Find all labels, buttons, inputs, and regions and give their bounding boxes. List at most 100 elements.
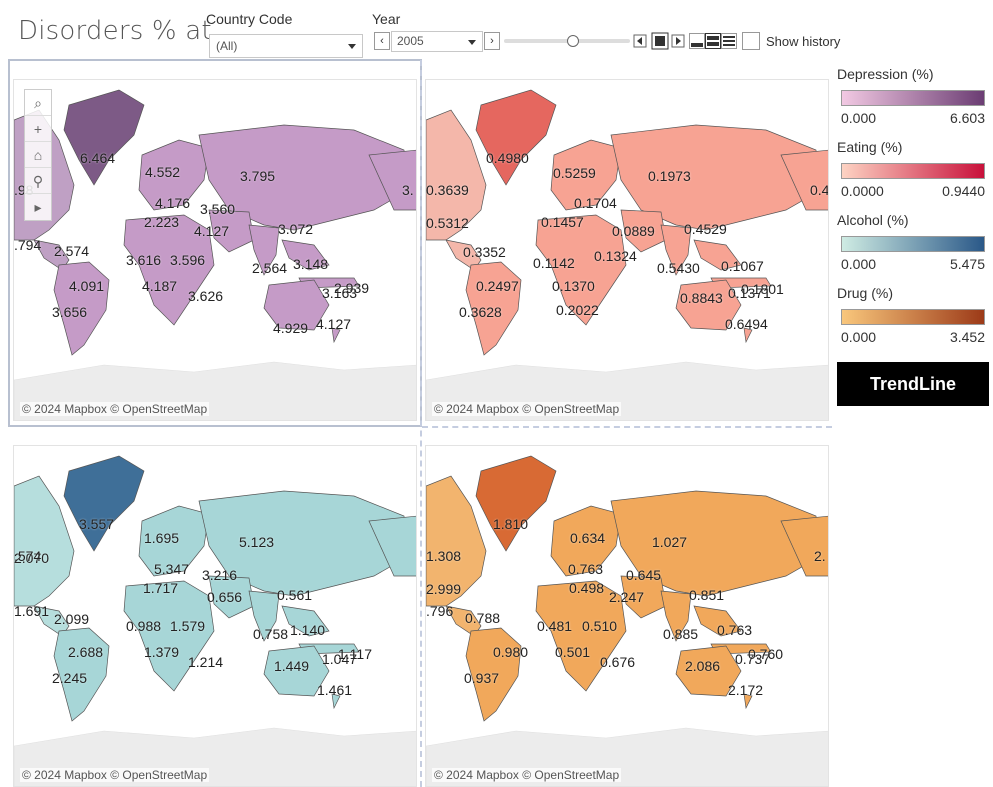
map-value-label: 4.929 — [273, 320, 309, 336]
map-attribution[interactable]: © 2024 Mapbox © OpenStreetMap — [20, 402, 210, 416]
region-far-east[interactable] — [368, 515, 417, 577]
region-nz[interactable] — [743, 693, 753, 710]
region-s-america[interactable] — [465, 261, 522, 356]
region-india[interactable] — [248, 590, 280, 642]
map-value-label: 0.676 — [600, 654, 636, 670]
region-africa[interactable] — [123, 580, 215, 692]
region-africa[interactable] — [123, 214, 215, 326]
region-greenland[interactable] — [63, 455, 145, 552]
region-s-america[interactable] — [53, 261, 110, 356]
region-se-asia[interactable] — [693, 605, 742, 637]
country-code-dropdown[interactable]: (All) — [209, 34, 363, 58]
region-nz[interactable] — [331, 693, 341, 710]
region-australia[interactable] — [675, 645, 742, 697]
play-icon[interactable] — [671, 34, 685, 48]
world-map-eating[interactable] — [426, 80, 829, 421]
map-value-label: 0.3639 — [426, 182, 469, 198]
search-icon[interactable]: ⌕ — [25, 90, 51, 116]
region-mideast[interactable] — [208, 575, 255, 619]
trendline-button[interactable]: TrendLine — [837, 362, 989, 406]
region-africa[interactable] — [535, 214, 627, 326]
region-india[interactable] — [660, 590, 692, 642]
map-value-label: 0.737 — [735, 651, 771, 667]
region-greenland[interactable] — [475, 89, 557, 186]
map-value-label: 0.1371 — [728, 285, 771, 301]
region-se-asia[interactable] — [281, 605, 330, 637]
region-europe[interactable] — [138, 139, 210, 211]
map-value-label: 0.1457 — [541, 214, 584, 230]
region-russia-asia[interactable] — [198, 490, 410, 597]
region-india[interactable] — [660, 224, 692, 276]
map-value-label: 3.616 — [126, 252, 162, 268]
legend-eating-min: 0.0000 — [841, 183, 884, 199]
region-europe[interactable] — [550, 505, 622, 577]
region-mideast[interactable] — [620, 575, 667, 619]
region-australia[interactable] — [263, 279, 330, 331]
region-far-east[interactable] — [780, 149, 829, 211]
map-attribution[interactable]: © 2024 Mapbox © OpenStreetMap — [432, 402, 622, 416]
region-se-asia[interactable] — [693, 239, 742, 271]
region-s-america[interactable] — [53, 627, 110, 722]
world-map-drug[interactable] — [426, 446, 829, 787]
region-greenland[interactable] — [63, 89, 145, 186]
region-africa[interactable] — [535, 580, 627, 692]
map-panel-alcohol[interactable]: 3.557 1.695 5.123 5.347 3.216 1.717 0.656 0.561… — [13, 445, 417, 787]
step-back-icon[interactable] — [633, 34, 647, 48]
legend-depression-max: 6.603 — [949, 110, 985, 126]
year-prev-button[interactable]: ‹ — [374, 32, 390, 50]
region-far-east[interactable] — [780, 515, 829, 577]
speed-medium-icon[interactable] — [705, 33, 721, 49]
map-value-label: 0.3352 — [463, 244, 506, 260]
speed-fast-icon[interactable] — [721, 33, 737, 49]
legend-drug-title: Drug (%) — [837, 285, 894, 301]
year-label: Year — [372, 11, 401, 27]
year-slider-handle[interactable] — [567, 35, 579, 47]
zoom-home-icon[interactable]: ⌂ — [25, 142, 51, 168]
region-nz[interactable] — [743, 327, 753, 344]
region-s-america[interactable] — [465, 627, 522, 722]
map-value-label: 0.758 — [253, 626, 289, 642]
year-dropdown[interactable]: 2005 — [391, 31, 483, 52]
map-attribution[interactable]: © 2024 Mapbox © OpenStreetMap — [20, 768, 210, 782]
pin-icon[interactable]: ⚲ — [25, 168, 51, 194]
map-value-label: 2.086 — [685, 658, 721, 674]
region-mideast[interactable] — [208, 209, 255, 253]
speed-slow-icon[interactable] — [689, 33, 705, 49]
map-value-label: 3.163 — [322, 285, 358, 301]
map-panel-eating[interactable]: 0.4980 0.5259 0.1973 0.1704 0.1457 0.0889 0.45… — [425, 79, 829, 421]
region-russia-asia[interactable] — [198, 124, 410, 231]
region-russia-asia[interactable] — [610, 124, 822, 231]
show-history-checkbox[interactable] — [742, 32, 760, 50]
region-n-america[interactable] — [426, 109, 487, 241]
map-value-label: 1.117 — [338, 646, 372, 662]
divider-horizontal — [422, 426, 832, 428]
region-india[interactable] — [248, 224, 280, 276]
map-value-label: 3.072 — [278, 221, 314, 237]
region-greenland[interactable] — [475, 455, 557, 552]
map-attribution[interactable]: © 2024 Mapbox © OpenStreetMap — [432, 768, 622, 782]
map-value-label: 1.047 — [322, 651, 358, 667]
zoom-in-icon[interactable]: + — [25, 116, 51, 142]
map-toolbar: ⌕ + ⌂ ⚲ ▸ — [24, 89, 52, 221]
legend-alcohol-gradient — [841, 236, 985, 252]
map-value-label: 1.379 — [144, 644, 180, 660]
map-value-label: 0.1801 — [741, 281, 784, 297]
region-australia[interactable] — [675, 279, 742, 331]
region-far-east[interactable] — [368, 149, 417, 211]
expand-arrow-icon[interactable]: ▸ — [34, 199, 42, 215]
map-value-label: 0.5312 — [426, 215, 469, 231]
region-n-america[interactable] — [14, 475, 75, 607]
map-value-label: 0.8843 — [680, 290, 723, 306]
region-mideast[interactable] — [620, 209, 667, 253]
map-value-label: 0.481 — [537, 618, 573, 634]
year-next-button[interactable]: › — [484, 32, 500, 50]
region-australia[interactable] — [263, 645, 330, 697]
region-nz[interactable] — [331, 327, 341, 344]
region-europe[interactable] — [138, 505, 210, 577]
map-panel-drug[interactable]: 1.810 0.634 1.027 0.763 0.645 0.498 2.247 0.851… — [425, 445, 829, 787]
region-russia-asia[interactable] — [610, 490, 822, 597]
region-n-america[interactable] — [426, 475, 487, 607]
stop-icon[interactable] — [651, 32, 669, 50]
region-europe[interactable] — [550, 139, 622, 211]
region-se-asia[interactable] — [281, 239, 330, 271]
